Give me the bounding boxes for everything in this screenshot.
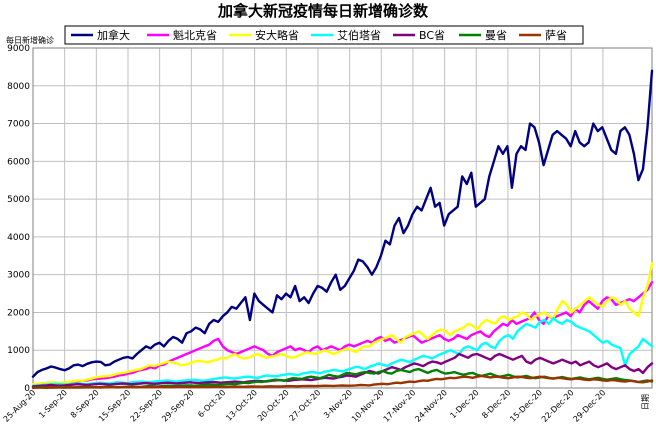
y-tick-label: 8000 bbox=[7, 82, 30, 92]
series-line bbox=[31, 262, 654, 386]
legend-label: 加拿大 bbox=[97, 28, 130, 42]
legend-label: 魁北克省 bbox=[173, 28, 217, 42]
plot-frame bbox=[32, 47, 653, 389]
series-line bbox=[31, 69, 654, 378]
y-tick-label: 3000 bbox=[7, 271, 30, 281]
legend: 加拿大 魁北克省 安大略省 艾伯塔省 BC省 曼省 萨省 bbox=[64, 25, 584, 45]
legend-label: BC省 bbox=[419, 29, 445, 42]
y-tick-label: 1000 bbox=[7, 346, 30, 356]
series-line bbox=[31, 316, 654, 387]
y-tick-label: 0 bbox=[24, 384, 30, 394]
y-tick-label: 4000 bbox=[7, 233, 30, 243]
x-axis-corner-label: 日期 bbox=[641, 394, 650, 410]
legend-label: 萨省 bbox=[545, 29, 567, 42]
y-tick-label: 9000 bbox=[7, 44, 30, 54]
y-tick-label: 6000 bbox=[7, 157, 30, 167]
y-axis-label: 每日新增确诊 bbox=[6, 35, 54, 45]
series-line bbox=[31, 352, 654, 388]
y-tick-label: 5000 bbox=[7, 195, 30, 205]
chart-title: 加拿大新冠疫情每日新增确诊数 bbox=[217, 2, 429, 20]
y-tick-label: 7000 bbox=[7, 120, 30, 130]
y-tick-label: 2000 bbox=[7, 308, 30, 318]
legend-label: 艾伯塔省 bbox=[337, 28, 381, 42]
legend-label: 曼省 bbox=[485, 29, 507, 42]
series-lines bbox=[31, 69, 654, 389]
legend-label: 安大略省 bbox=[255, 28, 299, 42]
series-line bbox=[31, 374, 654, 389]
